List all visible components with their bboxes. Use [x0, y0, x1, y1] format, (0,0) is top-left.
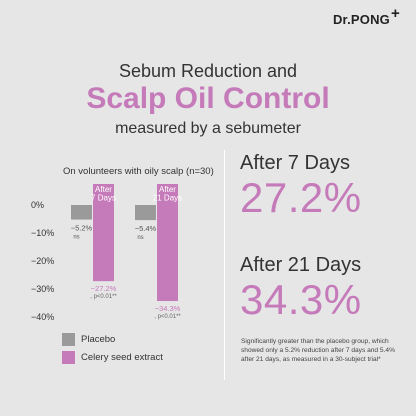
data-label-celery: −27.2% [91, 284, 117, 293]
data-label-placebo: −5.4% [135, 224, 157, 233]
y-tick-label: −10% [31, 228, 54, 238]
heading-line-1: Sebum Reduction and [118, 61, 298, 81]
category-label: After 21 Days [153, 185, 182, 203]
result-value-21-days: 34.3% [240, 276, 362, 323]
heading-line-2: Scalp Oil Control [86, 82, 330, 115]
legend-item-placebo: Placebo [62, 333, 115, 346]
category-label: After 7 Days [91, 185, 116, 203]
legend-swatch-celery [62, 351, 75, 364]
legend-label-placebo: Placebo [81, 334, 116, 345]
result-label-7-days: After 7 Days [240, 152, 351, 174]
y-tick-label: −20% [31, 256, 54, 266]
chart-subtitle: On volunteers with oily scalp (n=30) [63, 166, 214, 177]
legend-label-celery: Celery seed extract [81, 352, 163, 363]
bar-celery-seed-extract [157, 184, 178, 302]
bar-celery-seed-extract [93, 184, 114, 282]
significance-label-placebo: ns [73, 235, 79, 241]
data-label-placebo: −5.2% [71, 224, 93, 233]
brand-logo: Dr.PONG + [332, 5, 400, 27]
y-tick-label: −40% [31, 312, 54, 322]
brand-name: Dr.PONG [332, 12, 390, 27]
significance-label-celery: , p<0.01** [90, 294, 117, 300]
result-value-7-days: 27.2% [240, 174, 362, 221]
bar-chart: 0% −10% −20% −30% −40% After 7 Days −5.2% ns −27.… [31, 184, 182, 322]
legend-item-celery: Celery seed extract [62, 351, 163, 364]
bar-placebo [135, 205, 156, 221]
legend-swatch-placebo [62, 333, 75, 346]
result-label-21-days: After 21 Days [240, 254, 362, 276]
significance-label-celery: , p<0.01** [154, 314, 181, 320]
y-tick-label: −30% [31, 284, 54, 294]
bar-placebo [71, 205, 92, 220]
significance-label-placebo: ns [137, 235, 143, 241]
brand-plus-mark: + [391, 5, 400, 22]
panel-divider [224, 150, 225, 380]
footnote: Significantly greater than the placebo g… [241, 338, 395, 363]
data-label-celery: −34.3% [155, 304, 181, 313]
heading-line-3: measured by a sebumeter [115, 120, 301, 137]
y-tick-label: 0% [31, 200, 44, 210]
